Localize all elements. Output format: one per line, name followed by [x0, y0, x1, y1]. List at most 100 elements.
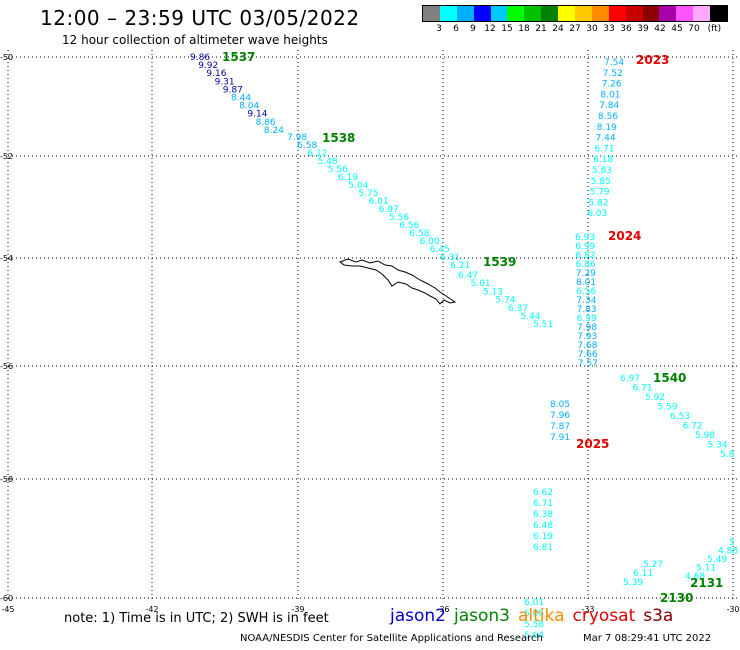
wave-height-value: 6.56: [399, 221, 419, 231]
track-1538: 7.986.586.125.485.566.195.045.756.016.97…: [287, 131, 470, 271]
legend-swatch: [642, 6, 660, 21]
wave-height-value: 6.53: [670, 412, 690, 422]
pass-label: 1538: [322, 131, 355, 145]
pass-label: 1539: [483, 255, 516, 269]
wave-height-value: 9.86: [190, 53, 210, 63]
lat-label: -54: [0, 254, 13, 263]
map-subtitle: 12 hour collection of altimeter wave hei…: [62, 33, 328, 47]
lon-label: -33: [581, 605, 594, 614]
wave-height-value: 5.92: [645, 393, 665, 403]
wave-height-value: 8.01: [576, 278, 596, 288]
wave-height-value: 6.93: [575, 233, 595, 243]
wave-height-value: 5.44: [521, 312, 541, 322]
satellite-cryosat: cryosat: [572, 606, 636, 626]
wave-height-value: 5.34: [708, 441, 728, 451]
wave-height-value: 7.84: [599, 101, 619, 111]
altimeter-tracks: 9.869.929.169.319.878.448.049.148.868.24…: [190, 50, 738, 641]
wave-height-value: 5.82: [588, 198, 608, 208]
legend-label: 27: [569, 24, 581, 34]
wave-height-value: 9.31: [215, 77, 235, 87]
legend-label: 15: [501, 24, 513, 34]
pass-label: 2023: [636, 53, 669, 67]
wave-height-value: 5.79: [590, 188, 610, 198]
wave-height-value: 6.01: [369, 197, 389, 207]
wave-height-value: 6.12: [307, 149, 327, 159]
wave-height-value: 6.62: [533, 488, 553, 498]
legend-label: 3: [436, 24, 442, 34]
wave-height-value: 7.57: [578, 359, 598, 369]
wave-height-value: 8.56: [598, 112, 618, 122]
footer-note: note: 1) Time is in UTC; 2) SWH is in fe…: [64, 611, 329, 626]
wave-height-value: 7.91: [550, 433, 570, 443]
wave-height-value: 6.06: [524, 609, 544, 619]
pass-label: 2131: [690, 576, 723, 590]
wave-height-value: 7.66: [578, 350, 598, 360]
wave-height-value: 6.97: [379, 205, 399, 215]
legend-swatch: [507, 6, 525, 21]
legend-label: 9: [470, 24, 476, 34]
wave-height-value: 6.19: [338, 173, 358, 183]
wave-height-value: 6.58: [297, 141, 317, 151]
lon-label: -39: [291, 605, 304, 614]
track-1539: 6.475.015.135.746.375.445.51 1539: [458, 255, 553, 330]
wave-height-value: 6.71: [594, 144, 614, 154]
track-2024: 6.936.996.826.867.298.016.567.347.836.99…: [575, 229, 641, 369]
wave-height-value: 6.38: [533, 510, 553, 520]
wave-height-value: 6.01: [524, 598, 544, 608]
legend-label: 12: [484, 24, 496, 34]
wave-height-value: 6.97: [620, 374, 640, 384]
wave-height-value: 8.04: [239, 102, 259, 112]
wave-height-value: 5.64: [524, 631, 544, 641]
wave-height-value: 8.19: [597, 123, 617, 133]
track-1537: 9.869.929.169.319.878.448.049.148.868.24…: [190, 50, 284, 136]
wave-height-value: 7.83: [577, 305, 597, 315]
legend-label: 45: [671, 24, 683, 34]
wave-height-value: 7.87: [550, 422, 570, 432]
pass-label: 2025: [576, 437, 609, 451]
wave-height-value: 5.27: [643, 560, 663, 570]
legend-swatch: [659, 6, 677, 21]
wave-height-value: 6.56: [576, 287, 596, 297]
legend-swatch: [710, 6, 728, 21]
satellite-jason3: jason3: [454, 606, 510, 626]
wave-height-value: 6.03: [587, 209, 607, 219]
wave-height-value: 5: [729, 538, 735, 548]
legend-label: 24: [552, 24, 564, 34]
wave-height-value: 5.39: [623, 578, 643, 588]
wave-height-value: 6.19: [533, 532, 553, 542]
wave-height-value: 7.96: [550, 411, 570, 421]
graticule-grid: [7, 50, 740, 600]
color-legend: 3 6 9 12 15 18 21 24 27 30 33 36 39 42 45 70 (ft): [422, 5, 728, 36]
map-title: 12:00 – 23:59 UTC 03/05/2022: [40, 6, 360, 30]
wave-height-value: 5.48: [318, 157, 338, 167]
wave-height-value: 5.8: [720, 450, 735, 460]
lat-label: -52: [0, 152, 13, 161]
island-outline: [338, 258, 457, 305]
wave-height-value: 7.26: [602, 80, 622, 90]
legend-swatch: [693, 6, 711, 21]
wave-height-value: 6.18: [593, 155, 613, 165]
legend-swatch: [608, 6, 626, 21]
lon-label: -42: [145, 605, 158, 614]
credit-line: NOAA/NESDIS Center for Satellite Applica…: [240, 633, 543, 644]
legend-label: 6: [453, 24, 459, 34]
legend-swatch: [423, 6, 440, 21]
wave-height-value: 6.45: [430, 245, 450, 255]
wave-height-value: 5.51: [533, 320, 553, 330]
wave-height-value: 8.01: [600, 90, 620, 100]
wave-height-value: 5.83: [592, 166, 612, 176]
axis-labels: -50 -52 -54 -56 -58 -60 -45 -42 -39 -36 -33 -30: [0, 53, 740, 614]
wave-height-value: 6.82: [575, 251, 595, 261]
satellite-s3a: s3a: [643, 606, 674, 626]
legend-swatch: [473, 6, 491, 21]
legend-label: 18: [518, 24, 530, 34]
south-georgia-coastline: [338, 258, 457, 305]
pass-label: 1537: [222, 50, 255, 64]
wave-height-value: 7.93: [577, 332, 597, 342]
wave-height-value: 6.71: [633, 384, 653, 394]
wave-height-value: 7.98: [577, 323, 597, 333]
wave-height-value: 7.34: [576, 296, 596, 306]
track-2023: 7.547.527.268.017.848.568.197.446.716.18…: [587, 53, 669, 219]
wave-height-value: 5.49: [707, 555, 727, 565]
